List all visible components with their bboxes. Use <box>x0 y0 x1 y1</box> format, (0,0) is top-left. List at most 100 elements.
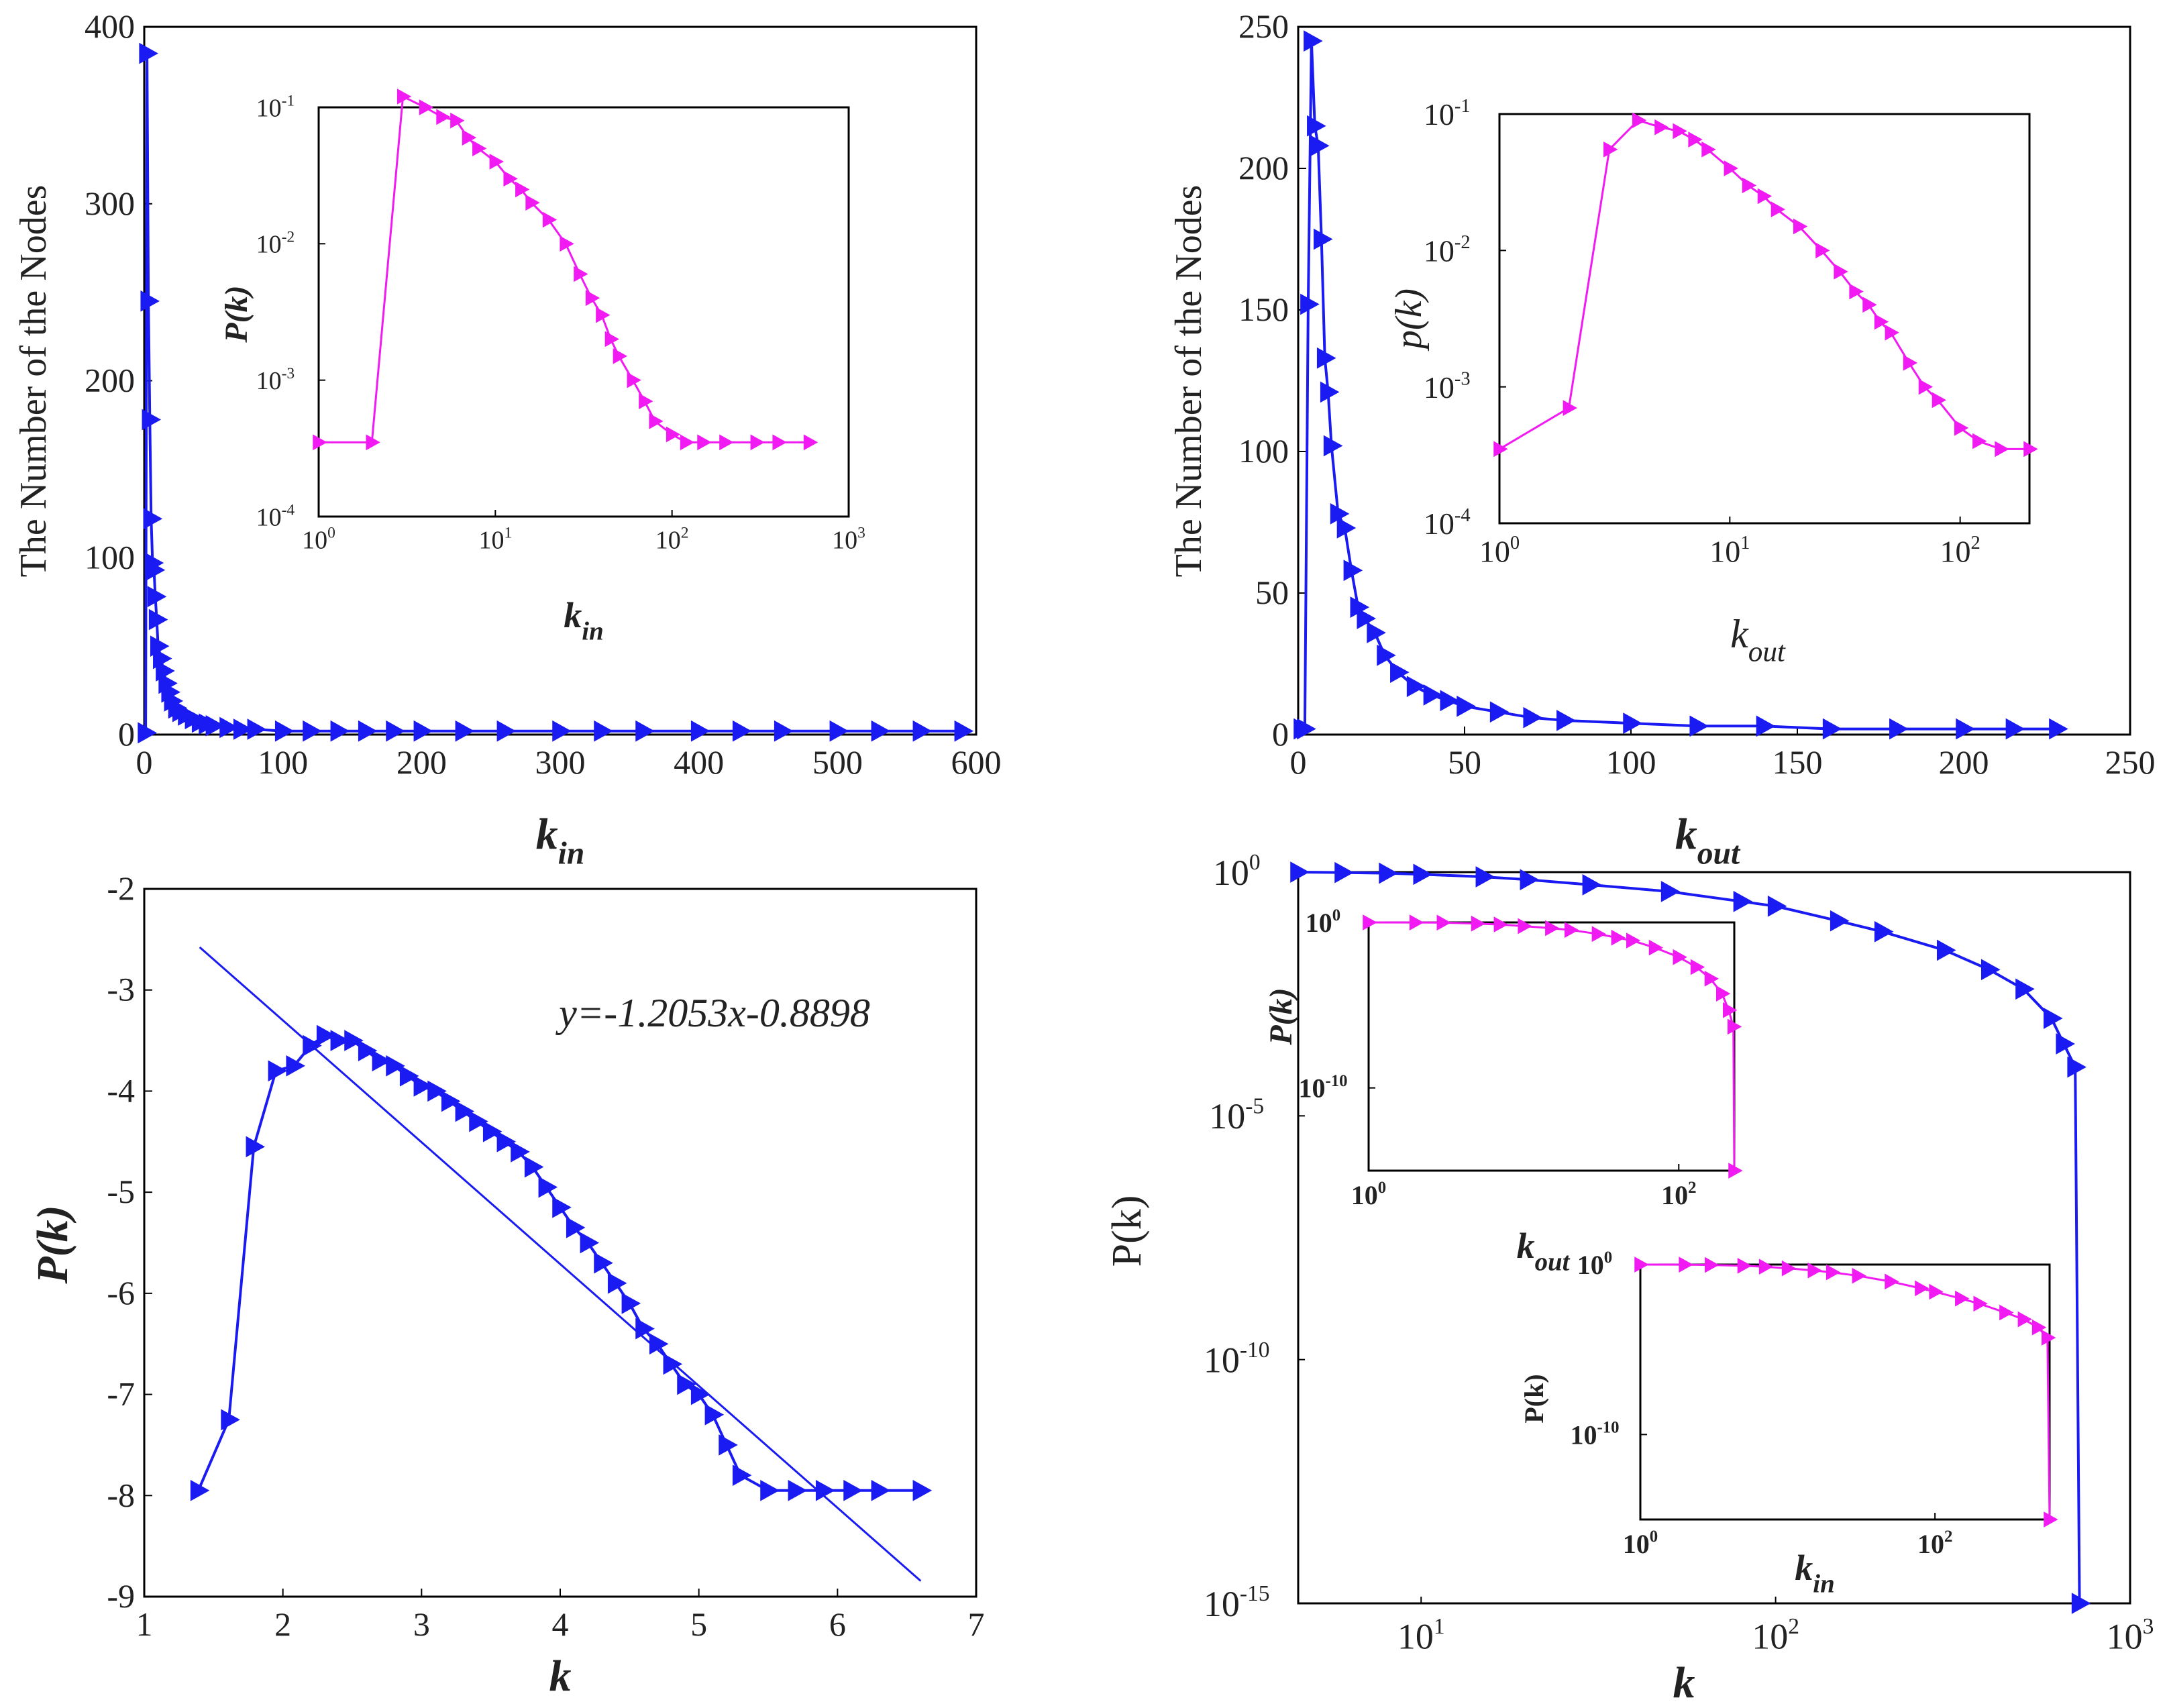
x-tick-label: 101 <box>1397 1614 1445 1657</box>
inset-in-degree-point <box>366 434 380 451</box>
x-tick-label: 3 <box>413 1605 430 1643</box>
x-tick-label-main: 10 <box>1351 1180 1378 1210</box>
inset-out-degree-point <box>1493 441 1508 458</box>
log-log-point <box>566 1217 586 1238</box>
inset-x-axis-label-main: k <box>564 595 582 635</box>
out-degree-point <box>1330 502 1350 525</box>
inset-in-degree-point <box>542 211 558 228</box>
inset-out-degree-point <box>2023 441 2038 458</box>
x-tick-label: 100 <box>1479 533 1520 568</box>
out-degree-point <box>1313 228 1333 250</box>
log-log-point <box>246 1136 266 1158</box>
in-degree-point <box>143 508 163 530</box>
inset-out-degree-point <box>1673 123 1687 140</box>
inset-x-axis-label-main: k <box>1517 1226 1535 1266</box>
y-tick-label-exponent: -5 <box>1245 1094 1264 1119</box>
inset-y-axis-label: p(k) <box>1388 288 1430 352</box>
out-degree-point <box>1956 718 1975 740</box>
inset-out-degree-point <box>1815 242 1830 259</box>
in-degree-point <box>690 720 710 742</box>
x-tick-label: 150 <box>1773 743 1823 781</box>
inset-in-degree-series <box>313 89 818 451</box>
x-tick-label-exponent: 3 <box>857 525 865 542</box>
log-log-point <box>330 1030 350 1051</box>
out-degree-point <box>1756 715 1776 737</box>
log-log-point <box>441 1090 461 1112</box>
fit-equation-annotation: y=-1.2053x-0.8898 <box>555 991 870 1035</box>
y-tick-label: 200 <box>1238 149 1289 186</box>
inset-cumulative-1-point <box>1826 1264 1841 1281</box>
log-log-point <box>704 1403 725 1426</box>
inset-in-degree-point <box>639 393 653 410</box>
y-tick-label: 10-2 <box>1424 232 1471 268</box>
inset-in-degree-point <box>613 348 627 364</box>
out-degree-point <box>1689 715 1709 737</box>
in-degree-point <box>138 722 157 744</box>
x-axis-label-main: k <box>549 1652 572 1701</box>
log-log-point <box>386 1055 405 1077</box>
inset-cumulative-0-point <box>1715 985 1731 1002</box>
inset-plot-area <box>1498 113 2031 525</box>
y-tick-label-main: 10 <box>256 94 282 122</box>
y-tick-label: -3 <box>107 971 135 1008</box>
x-tick-label: 100 <box>302 525 335 555</box>
y-tick-label: 150 <box>1238 290 1289 328</box>
x-tick-label: 400 <box>674 743 724 781</box>
in-degree-point <box>303 720 322 742</box>
y-axis-label: P(k) <box>1104 1195 1150 1267</box>
x-tick-label-exponent: 2 <box>1944 1528 1952 1546</box>
y-axis-label-main: The Number of the Nodes <box>13 185 54 578</box>
y-tick-label: 10-3 <box>1424 368 1471 404</box>
log-log-point <box>760 1479 780 1501</box>
inset-cumulative-1-point <box>1973 1295 1988 1312</box>
y-tick-label: 300 <box>85 184 135 222</box>
inset-out-degree-point <box>1563 400 1577 417</box>
inset-in-degree-point <box>666 426 681 443</box>
inset-y-axis-label-main: P(k) <box>219 285 254 343</box>
y-tick-label-main: 10 <box>1204 1584 1240 1624</box>
log-log-point <box>358 1040 378 1061</box>
cumulative-point <box>1980 959 2001 981</box>
in-degree-point <box>140 290 160 312</box>
cumulative-point <box>1290 861 1310 883</box>
log-log-point <box>469 1110 488 1132</box>
x-tick-label: 600 <box>951 743 1002 781</box>
x-tick-label: 102 <box>1917 1528 1952 1559</box>
inset-cumulative-0-point <box>1690 959 1705 975</box>
inset-out-degree-point <box>1701 141 1716 158</box>
inset-cumulative-1-point <box>1807 1262 1822 1279</box>
x-tick-label-main: 10 <box>655 527 681 555</box>
cumulative-point <box>2067 1056 2086 1078</box>
y-tick-label: 10-3 <box>256 365 295 395</box>
in-degree-point <box>205 714 225 737</box>
x-axis-label: k <box>549 1652 572 1701</box>
y-tick-label-main: 10 <box>1577 1250 1604 1280</box>
inset-cumulative-0-point <box>1363 914 1377 930</box>
x-tick-label-exponent: 2 <box>1688 1179 1696 1197</box>
inset-cumulative-0-point <box>1471 915 1486 932</box>
plot-area <box>143 888 977 1598</box>
x-tick-label: 102 <box>1752 1614 1799 1657</box>
inset-cumulative-0-point <box>1545 920 1560 937</box>
inset-x-axis-label-main: k <box>1730 612 1749 656</box>
x-tick-label: 0 <box>1290 743 1307 781</box>
inset-in-degree-point <box>450 112 465 129</box>
log-log-point <box>594 1252 613 1274</box>
inset-in-degree-point <box>697 434 712 451</box>
log-log-point <box>788 1479 808 1501</box>
y-tick-label-main: 10 <box>256 503 282 531</box>
x-tick-label-main: 10 <box>832 527 857 555</box>
log-log-point <box>732 1464 752 1486</box>
x-tick-label-main: 10 <box>1917 1529 1944 1559</box>
out-degree-point <box>1556 710 1576 731</box>
x-tick-label: 102 <box>1940 533 1980 568</box>
in-degree-point <box>386 720 405 742</box>
inset-in-degree-point <box>560 235 574 252</box>
inset-out-degree-point <box>1849 283 1864 300</box>
log-log-point <box>719 1434 738 1456</box>
x-tick-label-exponent: 2 <box>1971 533 1980 553</box>
